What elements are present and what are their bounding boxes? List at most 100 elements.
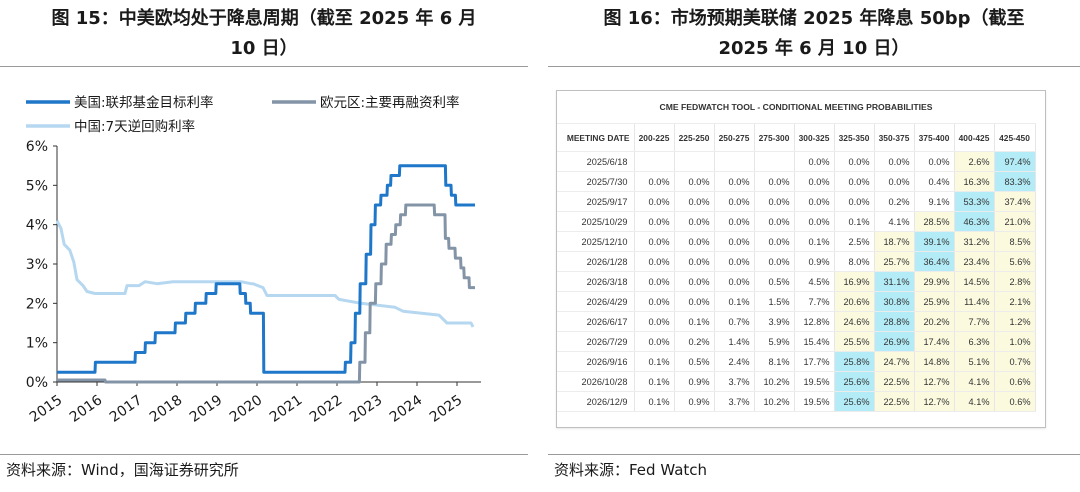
probability-cell	[674, 151, 715, 172]
probability-cell: 5.9%	[754, 331, 795, 352]
table-row: 2026/4/29 0.0% 0.0% 0.1% 1.5% 7.7% 20.6% 30.8% 2…	[557, 291, 1036, 312]
probability-cell: 0.1%	[714, 291, 755, 312]
y-tick-label: 0%	[26, 375, 48, 391]
table-row: 2026/6/17 0.0% 0.1% 0.7% 3.9% 12.8% 24.6% 28.8%…	[557, 311, 1036, 332]
probability-cell: 0.0%	[674, 171, 715, 192]
probability-cell: 20.6%	[834, 291, 875, 312]
x-tick-label: 2025	[427, 392, 465, 426]
probability-cell: 0.0%	[634, 231, 675, 252]
probability-cell: 9.1%	[914, 191, 955, 212]
probability-cell: 4.5%	[794, 271, 835, 292]
probability-cell: 20.2%	[914, 311, 955, 332]
probability-cell: 5.1%	[954, 351, 995, 372]
probability-cell: 0.0%	[634, 271, 675, 292]
probability-cell: 0.0%	[834, 171, 875, 192]
probability-cell: 0.7%	[714, 311, 755, 332]
legend-label-us: 美国:联邦基金目标利率	[74, 94, 214, 111]
probability-cell: 0.0%	[714, 271, 755, 292]
meeting-date-cell: 2026/6/17	[557, 311, 635, 332]
probability-cell: 0.0%	[754, 251, 795, 272]
probability-cell: 0.0%	[634, 171, 675, 192]
probability-cell: 0.0%	[674, 291, 715, 312]
figure-16-top-rule	[548, 66, 1080, 67]
x-tick-label: 2020	[227, 392, 265, 426]
probability-cell: 0.5%	[674, 351, 715, 372]
table-row: 2025/10/29 0.0% 0.0% 0.0% 0.0% 0.0% 0.1% 4.1% 28…	[557, 211, 1036, 232]
probability-cell: 23.4%	[954, 251, 995, 272]
table-row: 2025/7/30 0.0% 0.0% 0.0% 0.0% 0.0% 0.0% 0.0% 0.4…	[557, 171, 1036, 192]
probability-cell: 11.4%	[954, 291, 995, 312]
x-tick-label: 2017	[107, 392, 145, 426]
probability-cell: 0.0%	[794, 171, 835, 192]
x-tick-label: 2024	[387, 392, 425, 426]
figure-15-source: 资料来源：Wind，国海证券研究所	[6, 461, 239, 479]
probability-cell: 2.5%	[834, 231, 875, 252]
probability-cell: 25.6%	[834, 391, 875, 412]
probability-cell: 8.5%	[994, 231, 1036, 252]
column-header: 350-375	[874, 123, 915, 152]
probability-cell: 0.0%	[714, 251, 755, 272]
probability-cell: 22.5%	[874, 391, 915, 412]
legend-label-cn: 中国:7天逆回购利率	[74, 118, 195, 135]
probability-cell: 25.9%	[914, 291, 955, 312]
probability-cell: 0.0%	[794, 191, 835, 212]
probability-cell: 5.6%	[994, 251, 1036, 272]
series-line-cn	[55, 220, 475, 328]
column-header: MEETING DATE	[557, 123, 635, 152]
probability-cell: 31.2%	[954, 231, 995, 252]
x-tick-label: 2021	[267, 392, 305, 426]
y-tick-label: 6%	[26, 139, 48, 155]
probability-cell: 7.7%	[954, 311, 995, 332]
meeting-date-cell: 2026/4/29	[557, 291, 635, 312]
probability-cell: 1.2%	[994, 311, 1036, 332]
probability-cell: 29.9%	[914, 271, 955, 292]
figure-16-panel: 图 16：市场预期美联储 2025 年降息 50bp（截至 2025 年 6 月…	[548, 0, 1080, 492]
table-row: 2025/12/10 0.0% 0.0% 0.0% 0.0% 0.1% 2.5% 18.7% 3…	[557, 231, 1036, 252]
y-tick-label: 5%	[26, 178, 48, 194]
probability-cell: 1.4%	[714, 331, 755, 352]
probability-cell: 0.1%	[634, 351, 675, 372]
probability-cell: 10.2%	[754, 371, 795, 392]
probability-cell: 0.0%	[674, 251, 715, 272]
table-row: 2025/9/17 0.0% 0.0% 0.0% 0.0% 0.0% 0.0% 0.2% 9.1…	[557, 191, 1036, 212]
table-row: 2026/1/28 0.0% 0.0% 0.0% 0.0% 0.9% 8.0% 25.7% 36…	[557, 251, 1036, 272]
probability-cell: 0.0%	[634, 291, 675, 312]
probability-cell: 0.0%	[714, 171, 755, 192]
probability-cell: 8.1%	[754, 351, 795, 372]
figure-15-title: 图 15：中美欧均处于降息周期（截至 2025 年 6 月 10 日）	[0, 4, 528, 64]
meeting-date-cell: 2025/9/17	[557, 191, 635, 212]
fedwatch-table-frame: CME FEDWATCH TOOL - CONDITIONAL MEETING …	[556, 90, 1046, 428]
probability-cell: 0.6%	[994, 391, 1036, 412]
table-header-row: MEETING DATE 200-225 225-250 250-275 275-300…	[557, 123, 1036, 152]
probability-cell: 16.9%	[834, 271, 875, 292]
table-row: 2026/12/9 0.1% 0.9% 3.7% 10.2% 19.5% 25.6% 22.5…	[557, 391, 1036, 412]
table-row: 2025/6/18 0.0% 0.0% 0.0% 0.0% 2.6% 97.4%	[557, 151, 1036, 172]
probability-cell: 28.5%	[914, 211, 955, 232]
probability-cell: 0.2%	[874, 191, 915, 212]
probability-cell: 14.8%	[914, 351, 955, 372]
x-tick-label: 2022	[307, 392, 345, 426]
probability-cell: 39.1%	[914, 231, 955, 252]
meeting-date-cell: 2026/10/28	[557, 371, 635, 392]
probability-cell: 12.7%	[914, 391, 955, 412]
column-header: 250-275	[714, 123, 755, 152]
probability-cell: 0.9%	[794, 251, 835, 272]
table-row: 2026/7/29 0.0% 0.2% 1.4% 5.9% 15.4% 25.5% 26.9%…	[557, 331, 1036, 352]
x-tick-label: 2015	[27, 392, 65, 426]
column-header: 275-300	[754, 123, 795, 152]
probability-cell: 36.4%	[914, 251, 955, 272]
probability-cell: 19.5%	[794, 371, 835, 392]
meeting-date-cell: 2025/10/29	[557, 211, 635, 232]
probability-cell: 26.9%	[874, 331, 915, 352]
probability-cell: 18.7%	[874, 231, 915, 252]
legend-label-eu: 欧元区:主要再融资利率	[320, 94, 460, 111]
x-tick-label: 2019	[187, 392, 225, 426]
probability-cell: 30.8%	[874, 291, 915, 312]
meeting-date-cell: 2026/12/9	[557, 391, 635, 412]
probability-cell: 19.5%	[794, 391, 835, 412]
probability-cell: 37.4%	[994, 191, 1036, 212]
probability-cell: 0.5%	[754, 271, 795, 292]
probability-cell: 2.6%	[954, 151, 995, 172]
probability-cell: 0.0%	[834, 191, 875, 212]
y-tick-label: 2%	[26, 296, 48, 312]
